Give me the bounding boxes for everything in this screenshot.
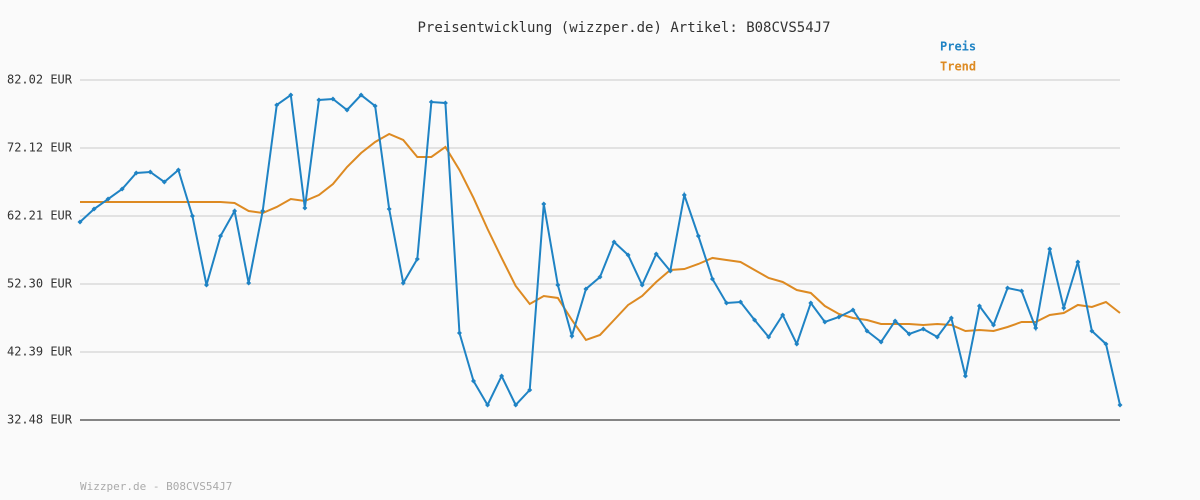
point-marker — [400, 280, 406, 286]
point-marker — [653, 251, 659, 257]
point-marker — [414, 256, 420, 262]
point-marker — [1019, 288, 1025, 294]
point-marker — [260, 208, 266, 214]
footer: Wizzper.de - B08CVS54J7 — [80, 480, 232, 493]
y-tick-label: 62.21 EUR — [7, 208, 73, 222]
point-marker — [147, 169, 153, 175]
point-marker — [77, 219, 83, 225]
point-marker — [864, 328, 870, 334]
point-marker — [541, 201, 547, 207]
point-marker — [709, 276, 715, 282]
point-marker — [597, 274, 603, 280]
point-marker — [794, 341, 800, 347]
point-marker — [934, 334, 940, 340]
point-marker — [920, 326, 926, 332]
legend-label: Preis — [940, 40, 976, 54]
point-marker — [232, 208, 238, 214]
point-marker — [625, 252, 631, 258]
y-tick-label: 32.48 EUR — [7, 413, 73, 427]
point-marker — [302, 205, 308, 211]
point-marker — [513, 402, 519, 408]
point-marker — [288, 92, 294, 98]
point-marker — [358, 92, 364, 98]
point-marker — [639, 282, 645, 288]
point-marker — [962, 373, 968, 379]
point-marker — [808, 300, 814, 306]
point-marker — [681, 192, 687, 198]
point-marker — [218, 233, 224, 239]
point-marker — [527, 387, 533, 393]
point-marker — [1033, 325, 1039, 331]
point-marker — [1089, 328, 1095, 334]
point-marker — [569, 333, 575, 339]
point-marker — [119, 186, 125, 192]
point-marker — [133, 170, 139, 176]
point-marker — [203, 282, 209, 288]
y-tick-label: 52.30 EUR — [7, 276, 73, 290]
point-marker — [1005, 285, 1011, 291]
point-marker — [695, 233, 701, 239]
point-marker — [878, 339, 884, 345]
point-marker — [976, 303, 982, 309]
point-marker — [246, 280, 252, 286]
point-marker — [723, 300, 729, 306]
point-marker — [499, 373, 505, 379]
legend-label: Trend — [940, 60, 976, 74]
point-marker — [822, 319, 828, 325]
y-tick-label: 82.02 EUR — [7, 73, 73, 87]
point-marker — [372, 103, 378, 109]
point-marker — [780, 312, 786, 318]
point-marker — [175, 167, 181, 173]
point-marker — [316, 97, 322, 103]
point-marker — [1103, 341, 1109, 347]
point-marker — [344, 107, 350, 113]
point-marker — [906, 331, 912, 337]
point-marker — [189, 213, 195, 219]
point-marker — [667, 268, 673, 274]
point-marker — [428, 99, 434, 105]
point-marker — [611, 239, 617, 245]
y-tick-label: 42.39 EUR — [7, 344, 73, 358]
point-marker — [948, 315, 954, 321]
point-marker — [766, 334, 772, 340]
point-marker — [471, 378, 477, 384]
point-marker — [752, 317, 758, 323]
chart-title: Preisentwicklung (wizzper.de) Artikel: B… — [417, 20, 830, 36]
point-marker — [836, 314, 842, 320]
point-marker — [386, 206, 392, 212]
point-marker — [485, 402, 491, 408]
point-marker — [738, 299, 744, 305]
y-tick-label: 72.12 EUR — [7, 140, 73, 154]
point-marker — [91, 206, 97, 212]
point-marker — [1117, 402, 1123, 408]
point-marker — [991, 322, 997, 328]
point-marker — [274, 102, 280, 108]
point-marker — [892, 318, 898, 324]
point-marker — [850, 307, 856, 313]
point-marker — [1075, 259, 1081, 265]
point-marker — [1061, 305, 1067, 311]
point-marker — [442, 100, 448, 106]
point-marker — [161, 179, 167, 185]
point-marker — [1047, 246, 1053, 252]
point-marker — [105, 196, 111, 202]
point-marker — [456, 330, 462, 336]
point-marker — [583, 286, 589, 292]
point-marker — [555, 282, 561, 288]
point-marker — [330, 96, 336, 102]
